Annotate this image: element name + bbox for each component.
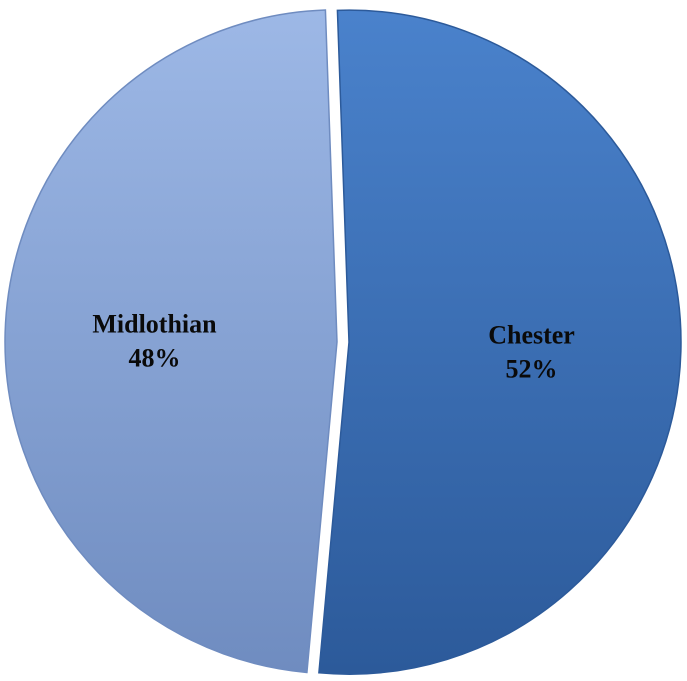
pie-slice-midlothian <box>4 9 338 674</box>
slice-label-chester: Chester 52% <box>488 320 575 383</box>
slice-name: Midlothian <box>92 310 217 339</box>
slice-label-midlothian: Midlothian 48% <box>92 310 217 373</box>
slice-percent: 52% <box>506 354 558 383</box>
slice-percent: 48% <box>128 344 180 373</box>
pie-slice-chester <box>318 9 682 675</box>
slice-name: Chester <box>488 320 575 349</box>
